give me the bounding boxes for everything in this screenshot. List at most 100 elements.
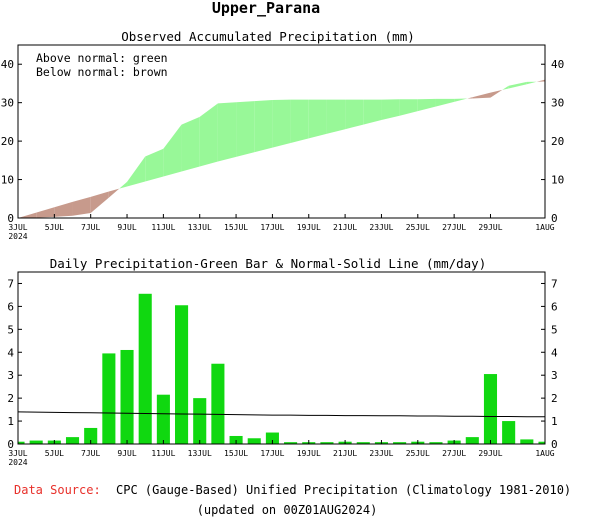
above-normal-area	[326, 99, 346, 134]
x-tick-label: 13JUL	[188, 449, 212, 458]
legend-below-normal: Below normal: brown	[36, 65, 168, 79]
daily-bar	[102, 353, 116, 444]
x-tick-label: 19JUL	[297, 223, 321, 232]
y-tick-label-right: 5	[551, 323, 558, 336]
x-year-label: 2024	[8, 458, 27, 467]
daily-bar	[84, 427, 98, 444]
y-tick-label-right: 6	[551, 300, 558, 313]
y-tick-label-left: 1	[7, 415, 14, 428]
daily-bar	[465, 437, 479, 444]
y-tick-label-right: 7	[551, 277, 558, 290]
below-normal-area	[36, 207, 55, 218]
top-plot-frame	[17, 44, 546, 219]
above-normal-area	[145, 148, 164, 182]
daily-bar	[193, 398, 207, 444]
updated-text: (updated on 00Z01AUG2024)	[197, 503, 378, 517]
x-tick-label: 27JUL	[442, 223, 466, 232]
above-normal-area	[526, 81, 537, 85]
y-tick-label-right: 4	[551, 346, 558, 359]
daily-bar	[483, 374, 498, 444]
x-tick-label: 15JUL	[224, 223, 248, 232]
above-normal-area	[181, 116, 200, 172]
daily-bar	[211, 363, 225, 444]
daily-bar	[520, 439, 534, 444]
daily-bar	[284, 442, 298, 444]
daily-bar	[429, 442, 443, 444]
above-normal-area	[417, 98, 436, 112]
above-normal-area	[308, 99, 327, 139]
data-source-text: CPC (Gauge-Based) Unified Precipitation …	[116, 483, 571, 497]
daily-bar	[138, 293, 152, 444]
above-normal-area	[381, 99, 400, 120]
below-normal-area	[18, 212, 37, 218]
daily-bar	[175, 305, 189, 444]
x-tick-label: 9JUL	[117, 449, 136, 458]
below-normal-area	[72, 196, 91, 216]
x-tick-label: 1AUG	[535, 223, 554, 232]
daily-bars	[18, 293, 545, 444]
above-normal-area	[502, 85, 509, 90]
above-normal-area	[345, 99, 364, 130]
y-tick-label-left: 4	[7, 346, 14, 359]
above-normal-area	[119, 181, 128, 189]
daily-precipitation-chart: Daily Precipitation-Green Bar & Normal-S…	[7, 256, 558, 467]
y-tick-label-left: 3	[7, 369, 14, 382]
above-normal-area	[508, 81, 527, 89]
x-tick-label: 5JUL	[45, 449, 64, 458]
daily-bar	[265, 432, 279, 444]
top-chart-title: Observed Accumulated Precipitation (mm)	[121, 29, 415, 44]
below-normal-area	[108, 188, 120, 198]
y-tick-label-left: 5	[7, 323, 14, 336]
daily-bar	[120, 349, 134, 444]
x-tick-label: 3JUL	[8, 449, 27, 458]
y-tick-label-left: 40	[1, 58, 14, 71]
daily-bar	[229, 435, 243, 444]
x-tick-label: 23JUL	[369, 449, 393, 458]
y-tick-label-right: 3	[551, 369, 558, 382]
y-tick-label-left: 0	[7, 212, 14, 225]
normal-line	[17, 411, 545, 418]
daily-bar	[156, 394, 170, 444]
above-normal-area	[290, 99, 309, 144]
below-normal-area	[90, 191, 109, 214]
x-tick-label: 15JUL	[224, 449, 248, 458]
below-normal-area	[490, 89, 503, 98]
bottom-plot-frame	[17, 271, 546, 445]
legend-above-normal: Above normal: green	[36, 51, 168, 65]
below-normal-area	[472, 92, 491, 99]
y-tick-label-left: 20	[1, 135, 14, 148]
accumulated-precipitation-chart: Observed Accumulated Precipitation (mm) …	[1, 29, 565, 241]
above-normal-area	[199, 103, 218, 167]
x-tick-label: 25JUL	[406, 223, 430, 232]
x-tick-label: 1AUG	[535, 449, 554, 458]
bottom-axes: 0 0 1 1 2 2 3 3 4 4 5 5 6 6 7 7 3JUL 5JUL 7JUL 9JUL 11JUL 13J…	[7, 277, 558, 467]
page-title: Upper_Parana	[212, 0, 320, 17]
daily-bar	[18, 441, 25, 444]
daily-bar	[356, 442, 370, 444]
above-normal-area	[399, 99, 418, 116]
y-tick-label-right: 2	[551, 392, 558, 405]
data-source-label: Data Source:	[14, 483, 101, 497]
y-tick-label-left: 0	[7, 438, 14, 451]
y-tick-label-right: 10	[551, 174, 564, 187]
y-tick-label-right: 1	[551, 415, 558, 428]
daily-bar	[393, 442, 407, 444]
y-tick-label-left: 6	[7, 300, 14, 313]
top-fill-areas	[18, 79, 545, 218]
above-normal-area	[127, 156, 146, 187]
above-normal-area	[454, 98, 468, 102]
y-tick-label-left: 7	[7, 277, 14, 290]
y-tick-label-right: 30	[551, 97, 564, 110]
x-tick-label: 13JUL	[188, 223, 212, 232]
daily-bar	[502, 421, 516, 444]
x-tick-label: 17JUL	[260, 449, 284, 458]
x-tick-label: 27JUL	[442, 449, 466, 458]
y-tick-label-right: 40	[551, 58, 564, 71]
daily-bar	[538, 441, 545, 444]
top-axes: 0 0 10 10 20 20 30 30 40 40 3JUL 5JUL 7JUL 9JUL 11JUL 1…	[1, 58, 565, 241]
y-tick-label-right: 0	[551, 212, 558, 225]
y-tick-label-right: 0	[551, 438, 558, 451]
x-tick-label: 21JUL	[333, 223, 357, 232]
x-tick-label: 21JUL	[333, 449, 357, 458]
